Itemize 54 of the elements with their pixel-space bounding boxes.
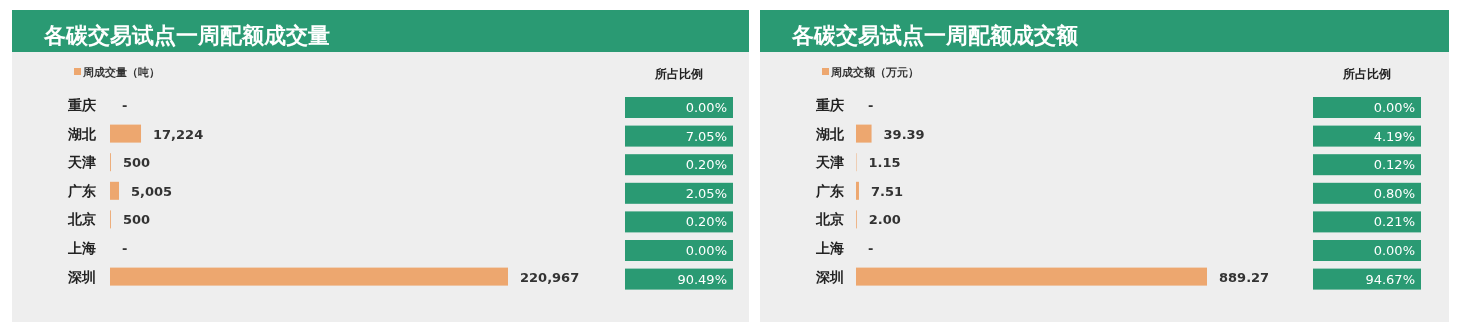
data-label: - xyxy=(868,98,874,113)
text: 所占比例 xyxy=(654,67,703,81)
data-label: 500 xyxy=(122,212,151,228)
text: 7.05% xyxy=(685,128,727,144)
data-label: 5,005 xyxy=(131,183,173,199)
bar xyxy=(856,267,1207,286)
text: 所占比例 xyxy=(1342,67,1391,81)
chart-title: 各碳交易试点一周配额成交额 xyxy=(791,23,1079,48)
bar xyxy=(110,267,508,286)
data-label: 39.39 xyxy=(883,126,925,142)
text: 0.00% xyxy=(1373,243,1415,258)
data-label: - xyxy=(868,241,874,256)
bar xyxy=(110,181,120,200)
text: 0.00% xyxy=(1373,100,1415,115)
data-label: - xyxy=(122,98,128,113)
y-tick-label: 深圳 xyxy=(815,268,844,285)
y-tick-label: 上海 xyxy=(815,240,844,256)
data-label: 2.00 xyxy=(868,212,901,228)
data-label: 17,224 xyxy=(153,126,204,142)
chart-title: 各碳交易试点一周配额成交量 xyxy=(43,23,330,48)
text: 0.80% xyxy=(1373,185,1415,201)
y-tick-label: 上海 xyxy=(67,240,96,256)
text: 0.20% xyxy=(685,214,727,230)
data-label: 889.27 xyxy=(1219,269,1270,285)
y-tick-label: 广东 xyxy=(67,182,96,199)
y-tick-label: 广东 xyxy=(815,182,844,199)
data-label: 1.15 xyxy=(868,155,901,171)
text: 4.19% xyxy=(1373,128,1415,144)
text: 0.21% xyxy=(1373,214,1415,230)
y-tick-label: 重庆 xyxy=(67,97,96,113)
legend-label: 周成交量（吨） xyxy=(82,66,160,79)
data-label: 500 xyxy=(122,155,151,171)
text: 0.12% xyxy=(1373,157,1415,173)
y-tick-label: 天津 xyxy=(67,154,96,171)
data-label: 7.51 xyxy=(870,183,904,199)
y-tick-label: 北京 xyxy=(67,211,96,228)
text: 2.05% xyxy=(685,185,727,201)
y-tick-label: 北京 xyxy=(815,211,844,228)
legend-label: 周成交额（万元） xyxy=(830,66,919,79)
bar xyxy=(856,124,872,143)
y-tick-label: 重庆 xyxy=(815,97,844,113)
text: 90.49% xyxy=(677,271,727,287)
data-label: 220,967 xyxy=(520,269,580,285)
y-tick-label: 湖北 xyxy=(67,125,97,142)
y-tick-label: 湖北 xyxy=(815,125,845,142)
data-label: - xyxy=(122,241,128,256)
bar xyxy=(110,124,142,143)
y-tick-label: 天津 xyxy=(815,154,844,171)
bar xyxy=(856,181,859,200)
text: 0.20% xyxy=(685,157,727,173)
y-tick-label: 深圳 xyxy=(67,268,96,285)
text: 0.00% xyxy=(685,243,727,258)
text: 94.67% xyxy=(1365,271,1415,287)
text: 0.00% xyxy=(685,100,727,115)
